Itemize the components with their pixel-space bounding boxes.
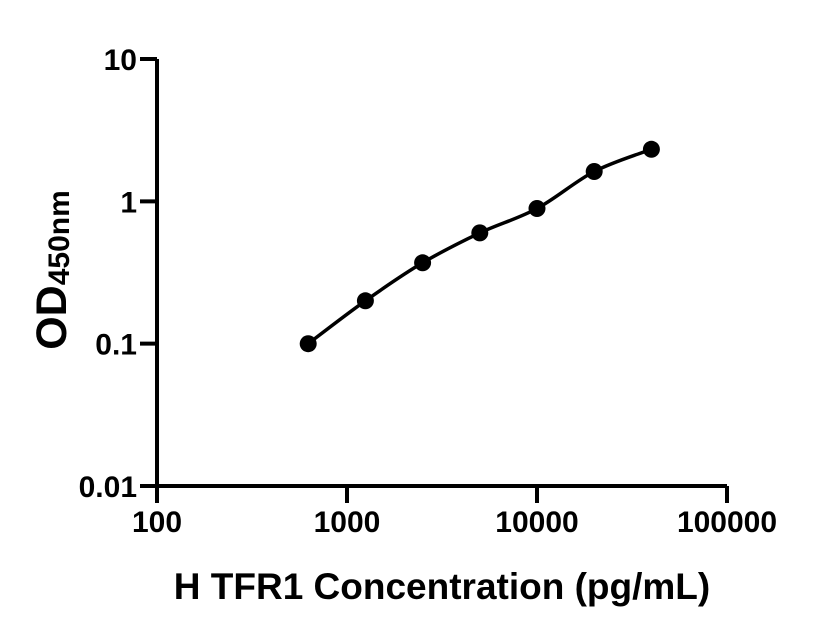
y-tick-label: 0.01 <box>79 471 137 504</box>
data-point-marker <box>585 163 603 180</box>
data-point-marker <box>356 292 374 310</box>
x-tick-label: 100 <box>132 506 182 539</box>
data-point-marker <box>299 335 317 353</box>
data-point-marker <box>642 140 660 158</box>
y-tick-label: 0.1 <box>95 329 137 362</box>
x-tick-label: 100000 <box>677 506 777 539</box>
y-tick-label: 1 <box>120 186 137 219</box>
data-point-marker <box>414 254 432 272</box>
x-axis-title: H TFR1 Concentration (pg/mL) <box>173 566 711 607</box>
standard-curve-line <box>307 147 653 346</box>
y-axis-title-subscript: 450nm <box>43 190 76 286</box>
x-tick-label: 10000 <box>495 506 578 539</box>
data-point-marker <box>471 224 489 242</box>
y-tick-label: 10 <box>104 44 137 77</box>
y-axis-title: OD 450nm <box>28 170 76 370</box>
y-axis-title-main: OD <box>28 285 76 350</box>
x-tick-label: 1000 <box>314 506 381 539</box>
data-point-marker <box>528 200 546 217</box>
